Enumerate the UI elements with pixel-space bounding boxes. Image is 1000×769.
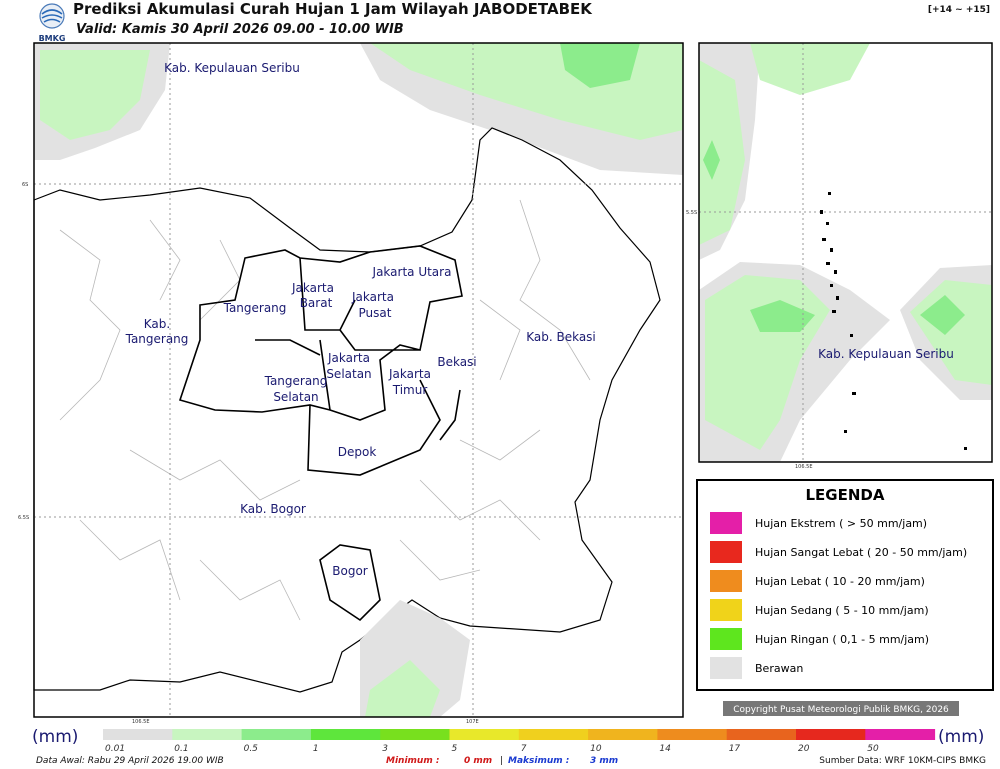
unit-label: (mm) <box>32 727 78 747</box>
min-value: 0 mm <box>464 756 492 766</box>
colorbar-tick: 50 <box>867 744 879 754</box>
region-label: Timur <box>392 383 428 397</box>
colorbar-segment <box>310 729 381 740</box>
colorbar-tick: 5 <box>452 744 458 754</box>
colorbar-segment <box>172 729 243 740</box>
colorbar-segment <box>726 729 797 740</box>
colorbar-segment <box>449 729 520 740</box>
colorbar-tick: 3 <box>382 744 388 754</box>
colorbar-segment <box>796 729 866 740</box>
region-label: Jakarta <box>291 281 334 295</box>
colorbar-tick: 0.01 <box>105 744 125 754</box>
copyright-box <box>723 701 959 716</box>
colorbar-segment <box>865 729 936 740</box>
colorbar-segment <box>103 729 173 740</box>
axis-label: 106.5E <box>795 464 812 470</box>
max-value: 3 mm <box>590 756 618 766</box>
region-labels: Kab. Kepulauan Seribu Jakarta Utara Jaka… <box>125 61 596 578</box>
region-label: Bekasi <box>437 355 476 369</box>
axis-label: 6.5S <box>18 515 29 521</box>
axis-label: 6S <box>22 182 28 188</box>
colorbar-tick: 17 <box>729 744 741 754</box>
legend-label: Hujan Sedang ( 5 - 10 mm/jam) <box>755 604 929 617</box>
region-label: Kab. Bekasi <box>526 330 596 344</box>
copyright: Copyright Pusat Meteorologi Publik BMKG,… <box>733 705 949 715</box>
legend-swatch <box>710 541 742 563</box>
region-label: Jakarta Utara <box>372 265 452 279</box>
logo-text: BMKG <box>39 34 66 43</box>
region-label: Barat <box>300 296 333 310</box>
colorbar-segment <box>518 729 589 740</box>
colorbar-tick: 0.5 <box>244 744 259 754</box>
region-label: Pusat <box>359 306 392 320</box>
legend-label: Hujan Ringan ( 0,1 - 5 mm/jam) <box>755 633 929 646</box>
colorbar-tick: 1 <box>313 744 319 754</box>
region-label: Jakarta <box>351 290 394 304</box>
data-awal: Data Awal: Rabu 29 April 2026 19.00 WIB <box>36 756 224 766</box>
axis-label: 106.5E <box>132 719 149 725</box>
colorbar-segment <box>241 729 312 740</box>
region-label: Bogor <box>332 564 368 578</box>
forecast-range: [+14 ~ +15] <box>928 5 990 15</box>
title: Prediksi Akumulasi Curah Hujan 1 Jam Wil… <box>73 0 593 18</box>
colorbar-tick: 10 <box>590 744 602 754</box>
inset-map: 5.5S 106.5E Kab. Kepulauan Seribu <box>686 42 993 470</box>
region-label: Selatan <box>326 367 371 381</box>
source: Sumber Data: WRF 10KM-CIPS BMKG <box>819 756 986 766</box>
colorbar-tick: 0.1 <box>174 744 188 754</box>
separator: | <box>500 756 503 766</box>
legend-title: LEGENDA <box>806 486 885 504</box>
axis-label: 107E <box>466 719 479 725</box>
legend-swatch <box>710 628 742 650</box>
legend: LEGENDA Hujan Ekstrem ( > 50 mm/jam) Huja… <box>696 479 994 691</box>
logo: BMKG <box>39 3 66 43</box>
footer: Data Awal: Rabu 29 April 2026 19.00 WIB … <box>36 756 986 766</box>
colorbar-segment <box>588 729 658 740</box>
unit-label: (mm) <box>938 727 984 747</box>
legend-label: Hujan Ekstrem ( > 50 mm/jam) <box>755 517 927 530</box>
legend-swatch <box>710 570 742 592</box>
legend-swatch <box>710 657 742 679</box>
region-label: Tangerang <box>264 374 328 388</box>
region-label: Selatan <box>273 390 318 404</box>
legend-label: Berawan <box>755 662 803 675</box>
colorbar-tick: 14 <box>659 744 671 754</box>
max-label: Maksimum : <box>508 756 569 766</box>
valid-time: Valid: Kamis 30 April 2026 09.00 - 10.00… <box>76 22 404 37</box>
region-label: Jakarta <box>388 367 431 381</box>
region-label: Depok <box>338 445 377 459</box>
main-map: 6S 6.5S 106.5E 107E Kab. Kepulauan Serib… <box>18 42 684 725</box>
legend-label: Hujan Sangat Lebat ( 20 - 50 mm/jam) <box>755 546 967 559</box>
region-label: Jakarta <box>327 351 370 365</box>
colorbar-tick: 20 <box>798 744 810 754</box>
region-label: Kab. Bogor <box>240 502 306 516</box>
region-label: Tangerang <box>125 332 189 346</box>
region-label: Kab. Kepulauan Seribu <box>164 61 300 75</box>
region-label: Kab. <box>144 317 170 331</box>
colorbar-segment <box>657 729 728 740</box>
legend-label: Hujan Lebat ( 10 - 20 mm/jam) <box>755 575 925 588</box>
axis-label: 5.5S <box>686 210 697 216</box>
region-label: Tangerang <box>223 301 287 315</box>
colorbar-tick: 7 <box>521 744 527 754</box>
legend-swatch <box>710 512 742 534</box>
region-label: Kab. Kepulauan Seribu <box>818 347 954 361</box>
min-label: Minimum : <box>386 756 439 766</box>
colorbar: (mm) (mm) 0.01 0.1 0.5 1 3 5 7 10 14 17 20 50 <box>32 727 984 754</box>
colorbar-segment <box>380 729 450 740</box>
legend-swatch <box>710 599 742 621</box>
